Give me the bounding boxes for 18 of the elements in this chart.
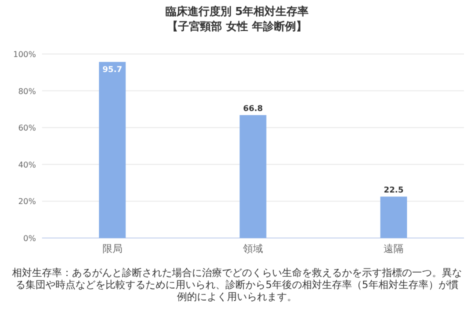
data-label: 66.8 — [243, 104, 264, 114]
bar — [240, 115, 266, 238]
x-tick-label: 領域 — [243, 243, 263, 255]
y-tick-label: 40% — [18, 160, 36, 170]
text: 相対生存率：あるがんと診断された場合に治療でどのくらい生命を救えるかを示す指標の一つ。異なる集団や時点などを比較するために用いられ、診断から5年後の相対生存率（5年相対生存率）が慣例的によく用いられます。 — [12, 268, 462, 304]
bar — [98, 62, 126, 238]
y-tick-label: 100% — [13, 50, 36, 59]
y-tick-label: 60% — [18, 124, 36, 133]
chart-title: 臨床進行度別 5年相対生存率 — [164, 4, 310, 19]
data-label: 22.5 — [384, 186, 404, 195]
y-tick-label: 20% — [18, 197, 36, 206]
data-label: 95.7 — [102, 64, 122, 74]
x-tick-label: 限局 — [102, 244, 122, 255]
chart-subtitle: 【子宮頸部 女性 年診断例】 — [166, 19, 308, 34]
y-tick-label: 80% — [18, 86, 36, 96]
y-tick-label: 0% — [23, 234, 36, 243]
x-tick-label: 遠隔 — [384, 243, 404, 255]
bar — [380, 196, 408, 238]
